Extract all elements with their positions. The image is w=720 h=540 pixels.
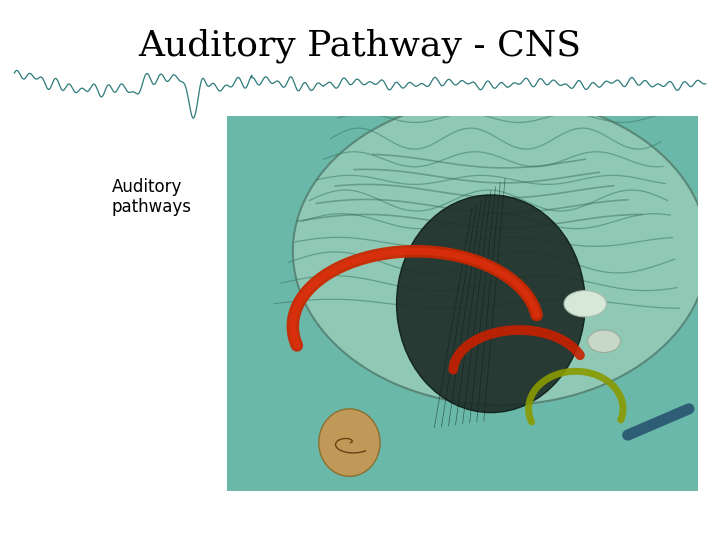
Ellipse shape xyxy=(564,291,606,317)
Ellipse shape xyxy=(397,195,585,413)
Text: Medial geniculate: Medial geniculate xyxy=(270,339,395,353)
Ellipse shape xyxy=(293,97,708,405)
FancyBboxPatch shape xyxy=(227,116,698,491)
Text: Auditory nerve: Auditory nerve xyxy=(259,411,384,426)
Text: Auditory Pathway - CNS: Auditory Pathway - CNS xyxy=(138,29,582,63)
Ellipse shape xyxy=(319,409,380,476)
Text: Auditory cortex: Auditory cortex xyxy=(281,298,399,310)
Text: Superior olive: Superior olive xyxy=(410,446,487,461)
Text: Cochlear nucleus: Cochlear nucleus xyxy=(270,371,399,386)
Ellipse shape xyxy=(588,330,621,353)
Text: Auditory
pathways: Auditory pathways xyxy=(112,178,192,217)
